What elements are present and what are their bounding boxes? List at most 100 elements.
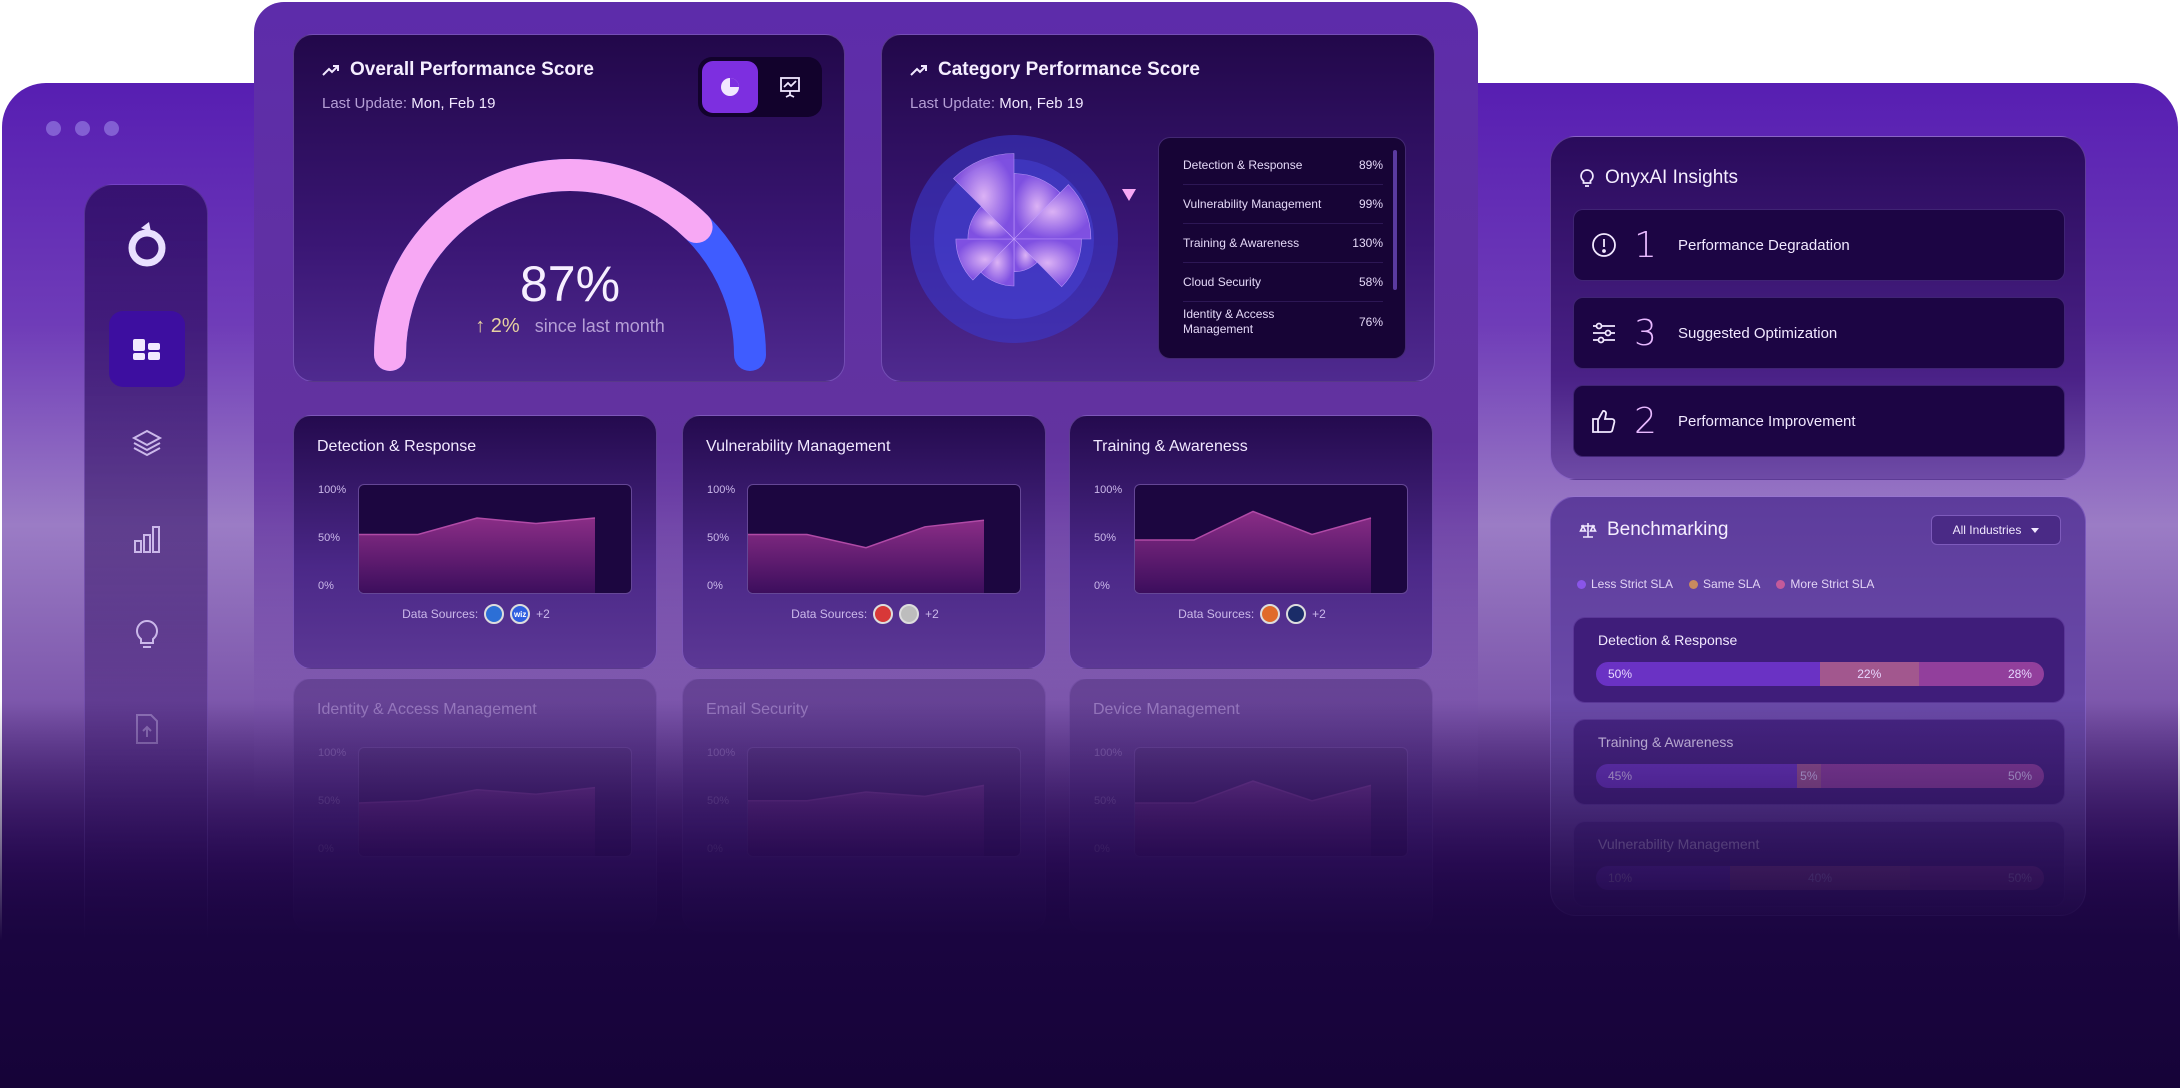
category-trend-card[interactable]: Email Security 100% 50% 0% [682, 678, 1046, 932]
window-dot-minimize[interactable] [75, 121, 90, 136]
data-sources-label: Data Sources: [791, 607, 868, 621]
insight-row-improvement[interactable]: 2 Performance Improvement [1573, 385, 2065, 457]
trend-line [1135, 510, 1372, 541]
benchmark-row[interactable]: Detection & Response 50% 22% 28% [1573, 617, 2065, 703]
y-axis-label: 100% [1094, 484, 1123, 496]
y-axis-label: 50% [707, 795, 730, 807]
category-list-item[interactable]: Cloud Security 58% [1183, 263, 1383, 302]
benchmark-category: Detection & Response [1598, 632, 1738, 648]
trend-card-title: Training & Awareness [1093, 438, 1248, 455]
lightbulb-icon [1580, 169, 1594, 187]
app-logo[interactable] [127, 220, 167, 273]
category-list-item[interactable]: Vulnerability Management 99% [1183, 185, 1383, 224]
category-list-item[interactable]: Detection & Response 89% [1183, 146, 1383, 185]
data-sources-more[interactable]: +2 [925, 607, 939, 621]
category-trend-card[interactable]: Detection & Response 100% 50% 0% Data Source… [293, 415, 657, 669]
sidebar-item-analytics[interactable] [109, 501, 185, 577]
category-name: Training & Awareness [1183, 235, 1300, 250]
y-axis-label: 50% [707, 532, 730, 544]
data-source-logo-icon[interactable] [484, 604, 505, 624]
benchmark-legend: Less Strict SLA Same SLA More Strict SLA [1577, 577, 1874, 591]
y-axis-label: 50% [1094, 532, 1117, 544]
sidebar-item-layers[interactable] [109, 405, 185, 481]
category-value: 58% [1358, 275, 1383, 289]
trend-area-plot [358, 747, 632, 857]
data-source-logo-icon[interactable]: wiz [510, 604, 531, 624]
data-source-logo-icon[interactable] [1286, 604, 1307, 624]
category-name: Identity & Access Management [1183, 306, 1275, 336]
trend-area [359, 787, 595, 856]
insight-row-optimization[interactable]: 3 Suggested Optimization [1573, 297, 2065, 369]
benchmark-row[interactable]: Vulnerability Management 10% 40% 50% [1573, 821, 2065, 907]
category-trend-card[interactable]: Identity & Access Management 100% 50% 0% [293, 678, 657, 932]
category-value: 89% [1358, 158, 1383, 172]
sidebar-item-insights[interactable] [109, 597, 185, 673]
category-card-title: Category Performance Score [938, 59, 1200, 80]
category-polar-chart [910, 135, 1136, 343]
benchmarking-card: Benchmarking All Industries Less Strict … [1550, 496, 2086, 916]
sidebar-item-upload[interactable] [109, 691, 185, 767]
category-trend-card[interactable]: Training & Awareness 100% 50% 0% Data Source… [1069, 415, 1433, 669]
window-dot-close[interactable] [46, 121, 61, 136]
overall-performance-card: Overall Performance Score Last Update: M… [293, 34, 845, 382]
data-sources: Data Sources: +2 [1070, 604, 1434, 624]
segment-same: 5% [1796, 764, 1821, 788]
window-dot-maximize[interactable] [104, 121, 119, 136]
dashboard-icon [133, 339, 160, 360]
insight-count: 1 [1634, 224, 1657, 266]
data-sources-more[interactable]: +2 [1312, 607, 1326, 621]
trend-area [359, 518, 595, 593]
trend-area [748, 785, 984, 856]
trend-area-plot [1134, 484, 1408, 594]
segment-more-strict: 50% [1909, 866, 2044, 890]
thumbs-up-icon [1592, 410, 1616, 433]
y-axis-label: 50% [318, 532, 341, 544]
polar-slice [1013, 184, 1092, 240]
industry-dropdown[interactable]: All Industries [1931, 515, 2061, 545]
trend-line [359, 517, 596, 536]
overall-last-update: Last Update: Mon, Feb 19 [322, 95, 496, 112]
overall-card-title: Overall Performance Score [350, 59, 594, 80]
y-axis-label: 0% [1094, 843, 1110, 855]
polar-pointer-icon [1122, 189, 1136, 201]
scale-icon [1579, 523, 1597, 538]
category-value: 99% [1358, 197, 1383, 211]
overall-score-value: 87% [519, 256, 621, 312]
segment-more-strict: 28% [1918, 662, 2044, 686]
legend-same: Same SLA [1689, 577, 1760, 591]
insight-label: Performance Degradation [1678, 236, 1850, 254]
category-list-scrollbar[interactable] [1393, 150, 1397, 290]
presentation-view-button[interactable] [762, 61, 818, 113]
category-trend-card[interactable]: Device Management 100% 50% 0% [1069, 678, 1433, 932]
sidebar [84, 184, 208, 984]
category-value: 76% [1358, 314, 1383, 329]
trend-card-title: Identity & Access Management [317, 701, 537, 718]
category-name: Vulnerability Management [1183, 196, 1322, 211]
insights-header: OnyxAI Insights [1579, 167, 1738, 189]
y-axis-label: 0% [1094, 580, 1110, 592]
category-list-item[interactable]: Identity & Access Management 76% [1183, 302, 1383, 341]
y-axis-label: 100% [1094, 747, 1123, 759]
y-axis-label: 50% [1094, 795, 1117, 807]
polar-slice [953, 153, 1015, 240]
data-source-logo-icon[interactable] [899, 604, 920, 624]
trend-area-plot [747, 484, 1021, 594]
pie-view-button[interactable] [702, 61, 758, 113]
sliders-icon [1593, 322, 1615, 344]
data-source-logo-icon[interactable] [1260, 604, 1281, 624]
data-sources-more[interactable]: +2 [536, 607, 550, 621]
category-list-item[interactable]: Training & Awareness 130% [1183, 224, 1383, 263]
insight-row-degradation[interactable]: 1 Performance Degradation [1573, 209, 2065, 281]
data-source-logo-icon[interactable] [873, 604, 894, 624]
category-last-update: Last Update: Mon, Feb 19 [910, 95, 1084, 112]
category-trend-card[interactable]: Vulnerability Management 100% 50% 0% Data So… [682, 415, 1046, 669]
benchmark-row[interactable]: Training & Awareness 45% 5% 50% [1573, 719, 2065, 805]
trend-area-plot [358, 484, 632, 594]
data-sources: Data Sources: wiz +2 [294, 604, 658, 624]
file-upload-icon [136, 714, 158, 744]
sidebar-item-dashboard[interactable] [109, 311, 185, 387]
insight-label: Performance Improvement [1678, 412, 1856, 430]
trend-card-title: Detection & Response [317, 438, 477, 455]
category-score-list[interactable]: Detection & Response 89% Vulnerability Man… [1158, 137, 1406, 359]
delta-label: since last month [534, 316, 665, 336]
